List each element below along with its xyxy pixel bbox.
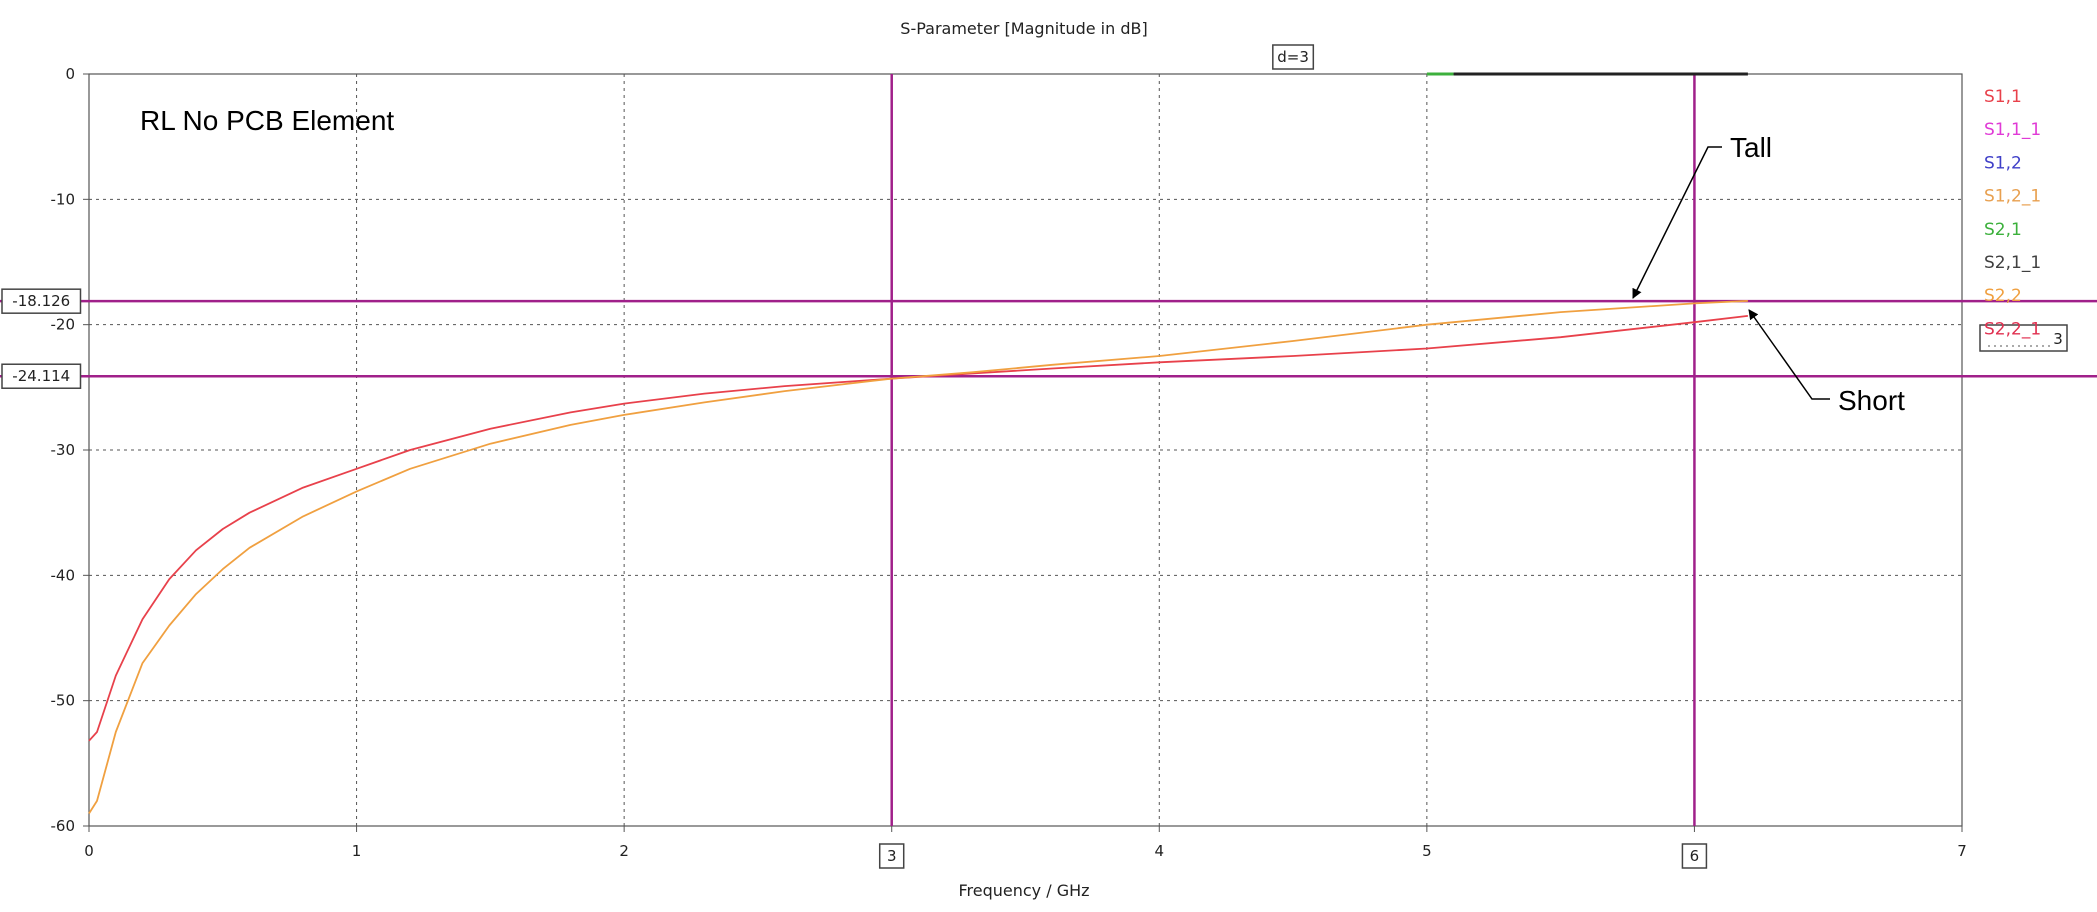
legend-entry[interactable]: S2,1 — [1984, 220, 2022, 240]
y-tick-label: -50 — [51, 692, 76, 710]
horizontal-marker-label-box — [1, 288, 82, 314]
vertical-marker-label-box — [1681, 843, 1708, 869]
legend-entry[interactable]: S2,2_1 — [1984, 319, 2041, 339]
series-line — [88, 300, 1748, 814]
delta-marker-label[interactable]: d=3 — [1272, 44, 1315, 70]
y-tick-label: -30 — [51, 441, 76, 459]
right-marker-label-text: 3 — [2053, 330, 2063, 348]
annotation-tall: Tall — [1632, 132, 1772, 299]
y-tick-label: 0 — [65, 65, 75, 83]
right-marker-label[interactable]: 3 — [1979, 324, 2068, 352]
horizontal-marker-label-text: -18.126 — [12, 292, 70, 310]
delta-marker-label-text: d=3 — [1277, 48, 1309, 66]
horizontal-marker-label[interactable]: -18.126 — [1, 288, 82, 314]
legend-entry[interactable]: S1,1_1 — [1984, 120, 2041, 140]
right-marker-label-box — [1979, 324, 2068, 352]
horizontal-marker-label-text: -24.114 — [12, 367, 70, 385]
x-tick-label: 5 — [1422, 842, 1432, 860]
legend-entry[interactable]: S1,2 — [1984, 153, 2022, 173]
x-tick-label: 4 — [1155, 842, 1165, 860]
short-leader-line — [1748, 309, 1830, 400]
chart-title: S-Parameter [Magnitude in dB] — [900, 19, 1147, 38]
y-tick-label: -10 — [51, 190, 76, 208]
y-tick-label: -20 — [51, 316, 76, 334]
legend-entry[interactable]: S1,1 — [1984, 87, 2022, 107]
vertical-marker-label[interactable]: 3 — [878, 843, 905, 869]
horizontal-marker-label-box — [1, 363, 82, 389]
axis-ticks: 012345670-10-20-30-40-50-60 — [51, 65, 1967, 860]
vertical-marker-label-box — [878, 843, 905, 869]
vertical-marker-label-text: 6 — [1690, 847, 1700, 865]
annotation-rl-no-pcb: RL No PCB Element — [140, 105, 394, 136]
annotation-tall-text: Tall — [1730, 132, 1772, 163]
annotation-short: Short — [1748, 309, 1905, 416]
horizontal-marker-label[interactable]: -24.114 — [1, 363, 82, 389]
series-line — [88, 315, 1749, 742]
x-axis-label: Frequency / GHz — [958, 881, 1089, 900]
y-tick-label: -60 — [51, 817, 76, 835]
annotation-short-text: Short — [1838, 385, 1905, 416]
delta-marker-label-box — [1272, 44, 1315, 70]
vertical-marker-label-text: 3 — [887, 847, 897, 865]
legend-entry[interactable]: S2,2 — [1984, 286, 2022, 306]
grid-lines — [89, 74, 1962, 826]
series-lines — [88, 72, 1749, 814]
marker-labels: 3 6 -18.126 -24.114 d=3 3 — [1, 44, 2068, 869]
tall-leader-line — [1632, 146, 1722, 299]
x-tick-label: 0 — [84, 842, 94, 860]
y-tick-label: -40 — [51, 566, 76, 584]
x-tick-label: 7 — [1957, 842, 1967, 860]
legend[interactable]: S1,1 S1,1_1 S1,2 S1,2_1 S2,1 S2,1_1 S2,2 S2,2_1 — [1984, 87, 2041, 339]
legend-entry[interactable]: S2,1_1 — [1984, 253, 2041, 273]
vertical-marker-label[interactable]: 6 — [1681, 843, 1708, 869]
legend-entry[interactable]: S1,2_1 — [1984, 187, 2041, 207]
x-tick-label: 1 — [352, 842, 362, 860]
x-tick-label: 2 — [619, 842, 629, 860]
